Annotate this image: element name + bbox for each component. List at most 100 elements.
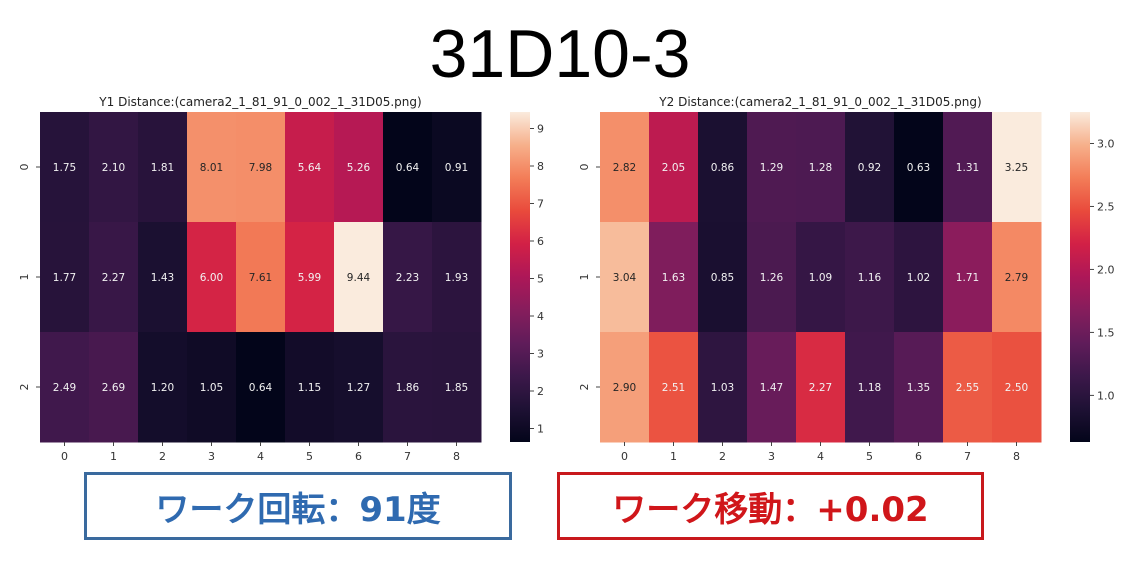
- cell-value-label: 1.05: [200, 382, 223, 394]
- cell-value-label: 1.09: [809, 272, 832, 284]
- heatmap-cell: [845, 222, 895, 333]
- heatmap-cell: [943, 222, 993, 333]
- heatmap-cell: [992, 112, 1042, 223]
- heatmap-cell: [943, 112, 993, 223]
- cell-value-label: 0.85: [711, 272, 734, 284]
- cell-value-label: 1.03: [711, 382, 734, 394]
- colorbar-tick-label: 1: [537, 423, 544, 436]
- colorbar-tick-label: 7: [537, 198, 544, 211]
- heatmap-cell: [992, 332, 1042, 443]
- cell-value-label: 1.31: [956, 162, 979, 174]
- x-tick-label: 5: [306, 450, 313, 463]
- colorbar-tick-label: 5: [537, 273, 544, 286]
- cell-value-label: 1.77: [53, 272, 76, 284]
- y-tick-label: 1: [578, 274, 591, 281]
- y-tick-label: 0: [18, 164, 31, 171]
- heatmap-cell: [285, 222, 335, 333]
- cell-value-label: 2.82: [613, 162, 636, 174]
- colorbar-tick-label: 9: [537, 123, 544, 136]
- cell-value-label: 3.04: [613, 272, 637, 284]
- caption-work-move: ワーク移動：+0.02: [557, 472, 984, 540]
- cell-value-label: 1.86: [396, 382, 420, 394]
- y-tick-label: 2: [578, 384, 591, 391]
- cell-value-label: 1.28: [809, 162, 832, 174]
- heatmap-cell: [894, 112, 944, 223]
- cell-value-label: 2.50: [1005, 382, 1028, 394]
- heatmap-cell: [698, 222, 748, 333]
- y-tick-label: 1: [18, 274, 31, 281]
- x-tick-label: 2: [719, 450, 726, 463]
- colorbar: [510, 112, 530, 442]
- cell-value-label: 2.23: [396, 272, 419, 284]
- x-tick-label: 3: [208, 450, 215, 463]
- x-tick-label: 4: [257, 450, 264, 463]
- heatmap-cell: [649, 222, 699, 333]
- heatmap-cell: [383, 222, 433, 333]
- heatmap-cell: [747, 112, 797, 223]
- cell-value-label: 1.85: [445, 382, 468, 394]
- cell-value-label: 1.18: [858, 382, 881, 394]
- cell-value-label: 1.15: [298, 382, 321, 394]
- caption-work-rotation-text: ワーク回転：91度: [155, 489, 441, 530]
- y-tick-label: 0: [578, 164, 591, 171]
- colorbar-tick-label: 8: [537, 160, 544, 173]
- heatmap-cell: [187, 332, 237, 443]
- heatmap-cell: [894, 332, 944, 443]
- cell-value-label: 5.26: [347, 162, 371, 174]
- colorbar-tick-label: 3: [537, 348, 544, 361]
- heatmap-cell: [138, 332, 188, 443]
- heatmap-y2: Y2 Distance:(camera2_1_81_91_0_002_1_31D…: [578, 95, 1115, 463]
- y-tick-label: 2: [18, 384, 31, 391]
- cell-value-label: 2.55: [956, 382, 979, 394]
- heatmap-cell: [187, 112, 237, 223]
- cell-value-label: 0.64: [396, 162, 420, 174]
- heatmap-cell: [845, 112, 895, 223]
- cell-value-label: 0.91: [445, 162, 468, 174]
- heatmap-y1: Y1 Distance:(camera2_1_81_91_0_002_1_31D…: [18, 95, 544, 463]
- cell-value-label: 1.29: [760, 162, 783, 174]
- cell-value-label: 9.44: [347, 272, 371, 284]
- cell-value-label: 1.71: [956, 272, 979, 284]
- colorbar-tick-label: 6: [537, 235, 544, 248]
- heatmap-cell: [796, 222, 846, 333]
- x-tick-label: 2: [159, 450, 166, 463]
- cell-value-label: 3.25: [1005, 162, 1028, 174]
- heatmap-cell: [138, 112, 188, 223]
- heatmap-cell: [285, 112, 335, 223]
- heatmap-cell: [649, 332, 699, 443]
- heatmap-cell: [285, 332, 335, 443]
- x-tick-label: 4: [817, 450, 824, 463]
- cell-value-label: 6.00: [200, 272, 223, 284]
- cell-value-label: 2.27: [102, 272, 125, 284]
- cell-value-label: 2.10: [102, 162, 125, 174]
- chart-title: Y1 Distance:(camera2_1_81_91_0_002_1_31D…: [98, 95, 421, 109]
- x-tick-label: 1: [670, 450, 677, 463]
- heatmap-cell: [40, 112, 90, 223]
- x-tick-label: 7: [404, 450, 411, 463]
- cell-value-label: 5.99: [298, 272, 321, 284]
- cell-value-label: 2.05: [662, 162, 685, 174]
- cell-value-label: 1.81: [151, 162, 174, 174]
- cell-value-label: 8.01: [200, 162, 223, 174]
- heatmap-cell: [698, 332, 748, 443]
- heatmap-cell: [334, 112, 384, 223]
- heatmap-cell: [89, 222, 139, 333]
- main-title: 31D10-3: [429, 16, 691, 92]
- colorbar-tick-label: 2.5: [1097, 200, 1115, 213]
- colorbar-tick-label: 2.0: [1097, 263, 1115, 276]
- heatmap-cell: [236, 222, 286, 333]
- caption-work-move-text: ワーク移動：+0.02: [612, 489, 929, 530]
- heatmap-cell: [698, 112, 748, 223]
- cell-value-label: 1.63: [662, 272, 685, 284]
- heatmap-cell: [432, 112, 482, 223]
- cell-value-label: 7.98: [249, 162, 272, 174]
- heatmap-cell: [600, 222, 650, 333]
- cell-value-label: 1.27: [347, 382, 370, 394]
- cell-value-label: 2.27: [809, 382, 832, 394]
- heatmap-cell: [747, 222, 797, 333]
- cell-value-label: 0.86: [711, 162, 735, 174]
- colorbar: [1070, 112, 1090, 442]
- x-tick-label: 0: [621, 450, 628, 463]
- cell-value-label: 0.64: [249, 382, 273, 394]
- heatmap-cell: [432, 332, 482, 443]
